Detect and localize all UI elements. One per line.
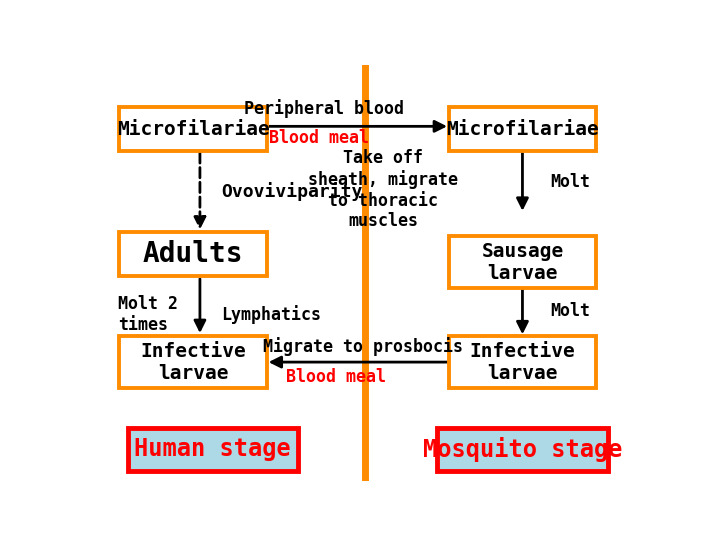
FancyBboxPatch shape [120,107,267,151]
Text: Microfilariae: Microfilariae [446,120,599,139]
Text: Ovoviviparity: Ovoviviparity [221,182,362,201]
Text: Blood meal: Blood meal [269,129,369,146]
Text: Molt: Molt [550,302,590,320]
Text: Infective
larvae: Infective larvae [140,342,246,383]
Text: Human stage: Human stage [135,437,291,461]
Text: Lymphatics: Lymphatics [221,305,321,324]
Text: Molt 2
times: Molt 2 times [118,295,178,334]
Text: Migrate to prosbocis: Migrate to prosbocis [264,337,464,356]
FancyBboxPatch shape [120,336,267,388]
Text: Molt: Molt [550,173,590,191]
FancyBboxPatch shape [437,428,608,471]
Text: Blood meal: Blood meal [286,368,385,387]
FancyBboxPatch shape [127,428,298,471]
Text: Adults: Adults [143,240,243,268]
Text: Take off
sheath, migrate
to thoracic
muscles: Take off sheath, migrate to thoracic mus… [308,148,458,231]
FancyBboxPatch shape [449,336,596,388]
Text: Infective
larvae: Infective larvae [469,342,575,383]
FancyBboxPatch shape [449,237,596,288]
FancyBboxPatch shape [449,107,596,151]
Text: Microfilariae: Microfilariae [117,120,269,139]
Text: Peripheral blood: Peripheral blood [244,99,405,118]
Text: Sausage
larvae: Sausage larvae [482,242,564,283]
Text: Mosquito stage: Mosquito stage [423,437,622,462]
FancyBboxPatch shape [120,232,267,276]
